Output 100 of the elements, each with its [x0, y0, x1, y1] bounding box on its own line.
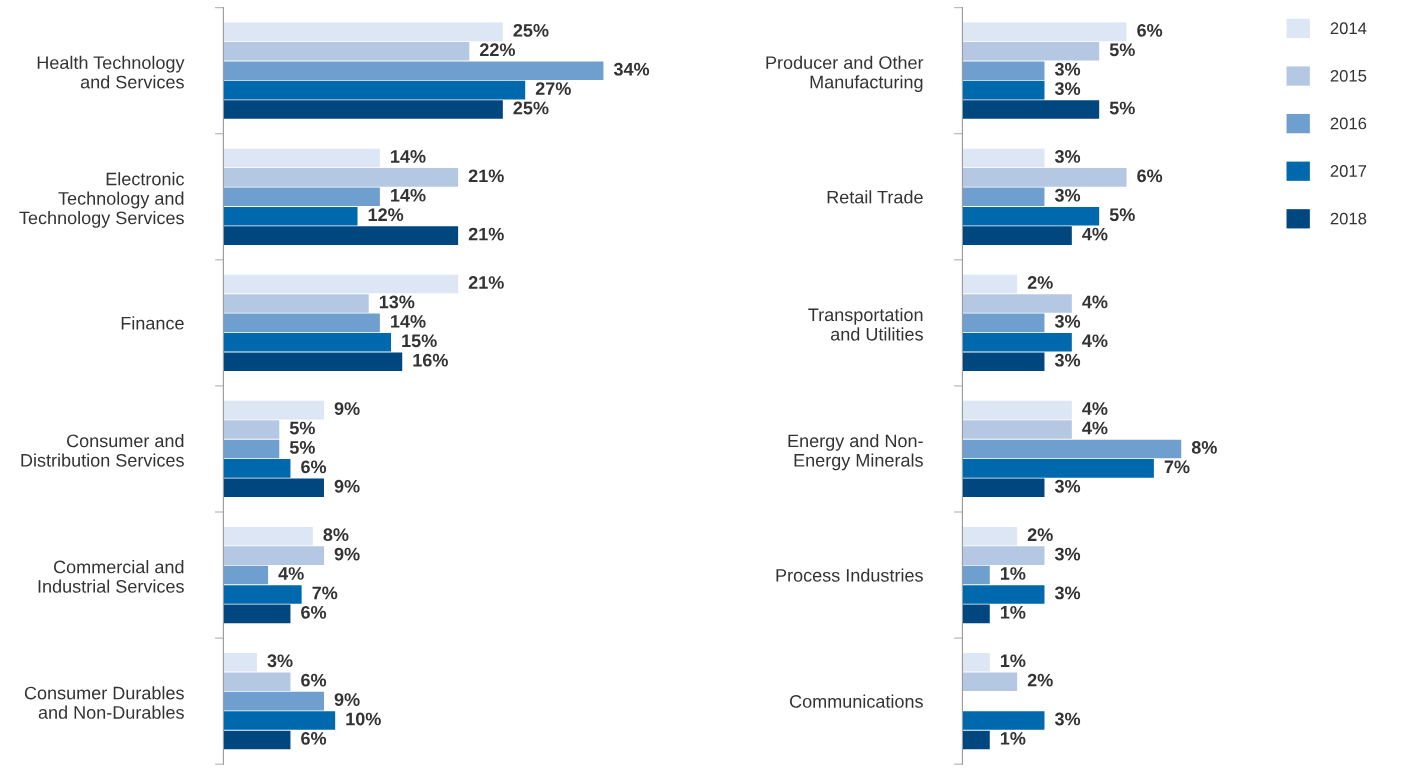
bar — [962, 546, 1045, 565]
bar — [223, 400, 324, 420]
data-label: 25% — [513, 101, 549, 115]
data-label: 6% — [1137, 23, 1163, 37]
data-label: 5% — [1109, 208, 1135, 222]
bar — [223, 22, 503, 42]
bar — [223, 420, 280, 439]
bar — [962, 187, 1045, 207]
data-label: 16% — [413, 353, 448, 367]
data-label: 3% — [1054, 586, 1081, 600]
bar — [223, 332, 392, 352]
y-tick-label: Consumer Durables and Non-Durables — [24, 686, 184, 719]
bar — [962, 604, 990, 624]
data-label: 9% — [334, 479, 360, 493]
legend-label: 2014 — [1330, 22, 1367, 35]
bar — [223, 652, 257, 672]
bar — [962, 730, 990, 750]
bar — [962, 100, 1100, 119]
data-label: 3% — [1054, 547, 1081, 561]
bar — [962, 206, 1100, 226]
bar — [223, 691, 324, 711]
bar — [223, 148, 380, 168]
data-label: 25% — [513, 23, 549, 37]
bar — [962, 565, 990, 585]
data-label: 4% — [1082, 295, 1108, 309]
data-label: 22% — [479, 43, 515, 57]
bar — [223, 41, 470, 61]
bar — [962, 585, 1045, 604]
bar — [962, 274, 1018, 294]
y-tick-label: Producer and Other Manufacturing — [766, 55, 924, 93]
data-label: 9% — [334, 693, 360, 706]
data-label: 1% — [1000, 605, 1026, 619]
data-label: 1% — [1000, 732, 1026, 745]
data-label: 1% — [1000, 567, 1026, 580]
bar — [223, 546, 324, 565]
y-tick-label: Transportation and Utilities — [808, 307, 923, 341]
bar — [223, 730, 291, 750]
data-label: 14% — [391, 150, 426, 163]
bar — [962, 226, 1072, 245]
bar — [223, 80, 526, 100]
data-label: 3% — [1054, 353, 1081, 367]
bar — [223, 585, 302, 604]
data-label: 4% — [1082, 421, 1108, 435]
y-tick-label: Energy and Non- Energy Minerals — [788, 434, 923, 471]
bar — [223, 459, 291, 478]
data-label: 14% — [391, 188, 426, 202]
bar — [223, 672, 291, 692]
bar — [962, 439, 1182, 459]
bar — [962, 168, 1127, 187]
data-label: 21% — [468, 169, 504, 183]
data-label: 7% — [1164, 460, 1190, 474]
bar — [962, 41, 1100, 61]
bar — [962, 420, 1072, 439]
bar — [962, 148, 1045, 168]
bar — [962, 80, 1045, 100]
data-label: 3% — [267, 654, 293, 668]
data-label: 3% — [1054, 62, 1081, 76]
bar — [962, 313, 1045, 333]
data-label: 6% — [301, 732, 327, 745]
bar — [962, 22, 1127, 42]
data-label: 13% — [379, 295, 415, 309]
bar — [223, 313, 380, 333]
legend-label: 2016 — [1330, 117, 1367, 130]
bar — [962, 352, 1045, 372]
data-label: 27% — [535, 82, 571, 95]
y-tick-label: Commercial and Industrial Services — [38, 560, 184, 593]
y-tick-label: Consumer and Distribution Services — [21, 434, 184, 467]
bar — [223, 352, 403, 372]
data-label: 14% — [391, 314, 426, 328]
data-label: 6% — [301, 673, 327, 687]
data-label: 6% — [301, 460, 327, 474]
data-label: 4% — [278, 567, 304, 580]
data-label: 15% — [402, 334, 437, 348]
bar — [962, 459, 1154, 478]
data-label: 6% — [1137, 169, 1163, 183]
bar — [223, 294, 369, 313]
data-label: 34% — [613, 62, 650, 76]
bar — [223, 711, 336, 730]
bar — [223, 274, 459, 294]
legend-label: 2018 — [1330, 212, 1367, 225]
bar — [223, 439, 280, 459]
data-label: 5% — [1109, 101, 1135, 115]
data-label: 12% — [368, 208, 404, 222]
bar — [223, 61, 604, 81]
data-label: 5% — [289, 441, 315, 454]
y-tick-label: Communications — [790, 694, 923, 708]
bar — [223, 168, 459, 187]
bar — [962, 526, 1018, 546]
data-label: 9% — [334, 547, 360, 561]
legend-label: 2015 — [1330, 69, 1367, 82]
y-tick-label: Process Industries — [776, 568, 923, 582]
bar — [223, 565, 269, 585]
data-label: 6% — [301, 605, 327, 619]
data-label: 3% — [1054, 479, 1081, 493]
bar — [223, 226, 459, 245]
data-label: 3% — [1054, 150, 1081, 163]
data-label: 1% — [1000, 654, 1026, 668]
y-tick-label: Health Technology and Services — [37, 55, 185, 89]
data-label: 7% — [312, 586, 338, 600]
bar — [223, 526, 313, 546]
